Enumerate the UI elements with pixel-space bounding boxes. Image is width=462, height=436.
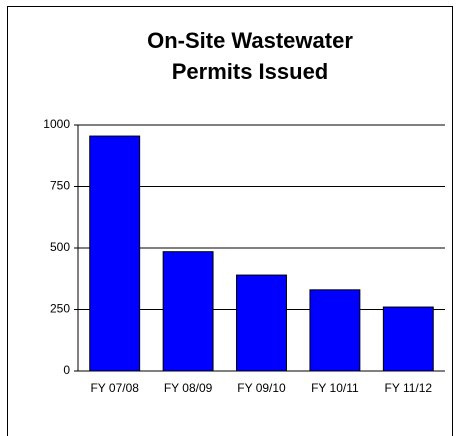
y-tick-label: 1000 <box>43 117 70 131</box>
bar <box>162 251 214 372</box>
chart-border <box>7 6 453 436</box>
y-tick-label: 750 <box>50 179 70 193</box>
y-tick-label: 250 <box>50 302 70 316</box>
chart-title: On-Site Wastewater <box>147 28 353 53</box>
y-tick-label: 500 <box>50 240 70 254</box>
chart-title: Permits Issued <box>172 59 329 84</box>
x-tick-label: FY 09/10 <box>237 381 286 395</box>
bar <box>382 306 434 372</box>
bar <box>89 135 141 372</box>
x-tick-label: FY 08/09 <box>164 381 213 395</box>
x-tick-label: FY 10/11 <box>311 381 359 395</box>
bar <box>236 274 287 372</box>
x-tick-label: FY 07/08 <box>90 381 139 395</box>
bar <box>309 289 361 372</box>
x-tick-label: FY 11/12 <box>385 381 433 395</box>
y-tick-label: 0 <box>63 363 70 377</box>
